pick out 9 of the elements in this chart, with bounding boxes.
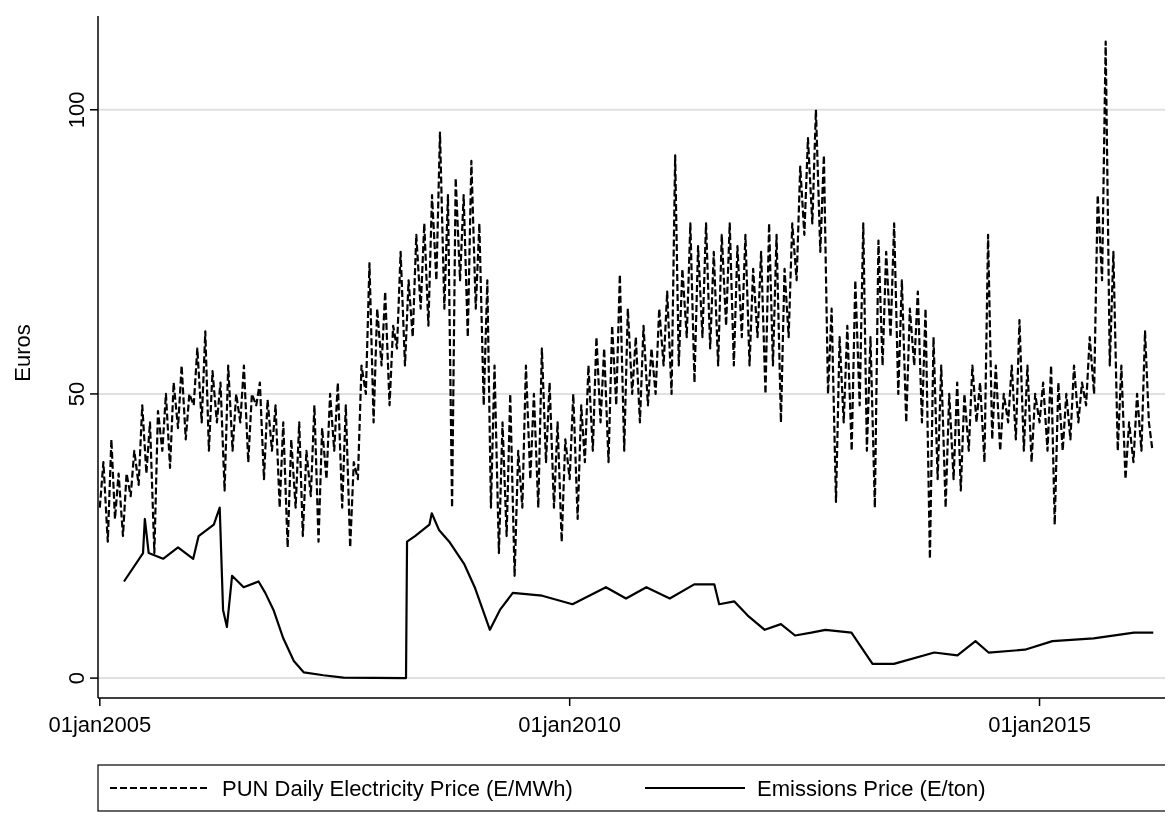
legend-label: PUN Daily Electricity Price (E/MWh) bbox=[222, 776, 573, 801]
x-tick-label: 01jan2005 bbox=[48, 712, 152, 737]
x-tick-label: 01jan2015 bbox=[988, 712, 1091, 737]
y-tick-label: 0 bbox=[64, 671, 89, 685]
x-tick-label: 01jan2010 bbox=[518, 712, 622, 737]
legend-label: Emissions Price (E/ton) bbox=[757, 776, 986, 801]
y-tick-label: 100 bbox=[64, 91, 89, 129]
y-tick-label: 50 bbox=[64, 381, 89, 407]
y-axis-title: Euros bbox=[10, 324, 35, 382]
